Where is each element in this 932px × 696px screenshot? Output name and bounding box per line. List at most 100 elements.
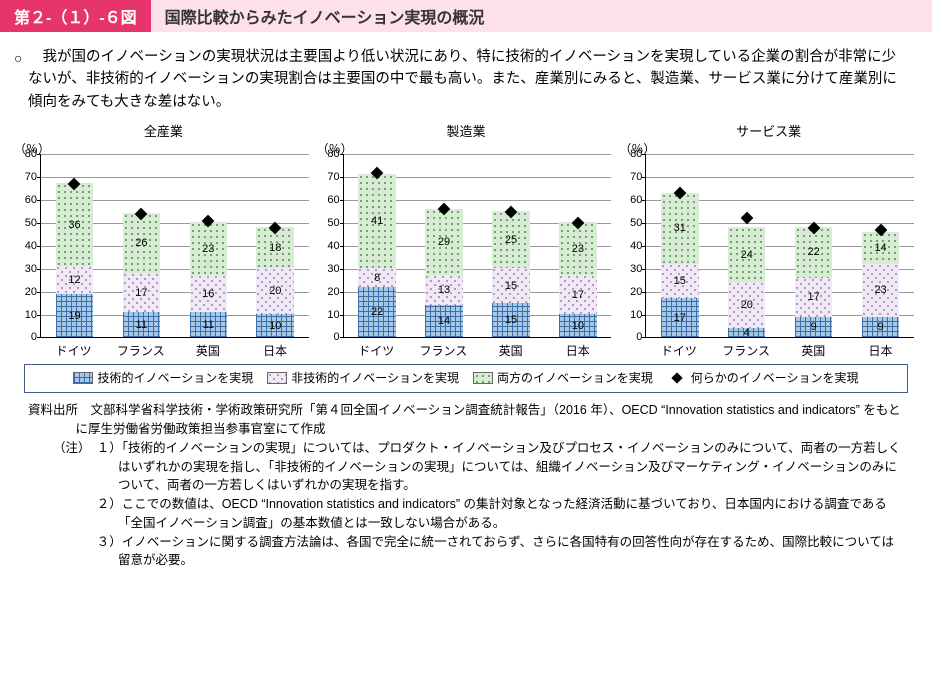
y-tick-label: 70 [320, 171, 340, 183]
bar-value-label: 15 [505, 314, 517, 326]
chart-panel: 全産業（％）0102030405060708036121926171123161… [14, 121, 313, 360]
bar-segment-non_tech: 15 [661, 264, 698, 299]
source-label: 資料出所 [28, 403, 78, 417]
bar-stack: 311517 [661, 193, 698, 338]
x-axis-label: 日本 [544, 340, 611, 360]
y-tick-label: 0 [622, 331, 642, 343]
bar-segment-non_tech: 12 [56, 266, 93, 294]
bar-segment-both: 23 [559, 222, 596, 275]
chart-panel: 製造業（％）0102030405060708041822291314251515… [317, 121, 616, 360]
bar-value-label: 17 [572, 289, 584, 301]
y-tick-label: 20 [17, 286, 37, 298]
bar-segment-both: 24 [728, 227, 765, 282]
plot-region: 0102030405060708041822291314251515231710 [343, 154, 612, 338]
bar-segment-non_tech: 20 [256, 268, 293, 314]
y-tick-label: 40 [17, 240, 37, 252]
legend-swatch-tech [73, 372, 93, 384]
bar-slot: 23 17 10 [544, 154, 611, 337]
bar-value-label: 23 [202, 243, 214, 255]
bar-segment-both: 26 [123, 213, 160, 273]
bar-segment-non_tech: 16 [190, 275, 227, 312]
chart-panel: サービス業（％）01020304050607080311517242042217… [619, 121, 918, 360]
bar-segment-tech: 22 [358, 287, 395, 338]
bar-value-label: 20 [269, 285, 281, 297]
bar-value-label: 14 [874, 242, 886, 254]
bar-segment-both: 25 [492, 211, 529, 269]
bar-segment-tech: 10 [256, 314, 293, 337]
y-tick-label: 10 [17, 309, 37, 321]
bars-container: 361219261711231611182010 [41, 154, 309, 337]
bars-container: 311517 24204 22 17 914 23 9 [646, 154, 914, 337]
bar-segment-both: 31 [661, 193, 698, 264]
bar-value-label: 11 [203, 319, 214, 331]
chart-area: （％）0102030405060708036121926171123161118… [14, 142, 313, 360]
bar-segment-non_tech: 20 [728, 282, 765, 328]
y-tick-label: 60 [17, 194, 37, 206]
bar-segment-tech: 14 [425, 305, 462, 337]
bar-segment-tech: 15 [492, 303, 529, 338]
x-axis-label: ドイツ [343, 340, 410, 360]
y-tick-label: 60 [622, 194, 642, 206]
x-axis-label: ドイツ [40, 340, 107, 360]
bar-segment-tech: 19 [56, 294, 93, 338]
x-axis-label: ドイツ [645, 340, 712, 360]
y-tick-label: 80 [320, 148, 340, 160]
bar-segment-non_tech: 17 [559, 275, 596, 314]
bar-value-label: 29 [438, 236, 450, 248]
summary-text: 我が国のイノベーションの実現状況は主要国より低い状況にあり、特に技術的イノベーシ… [28, 49, 897, 110]
bar-value-label: 12 [68, 274, 80, 286]
y-tick-label: 40 [622, 240, 642, 252]
x-axis-labels: ドイツフランス英国日本 [343, 340, 612, 360]
bar-slot: 18 20 10 [242, 154, 309, 337]
bar-segment-non_tech: 15 [492, 268, 529, 303]
bar-value-label: 26 [135, 237, 147, 249]
bar-value-label: 9 [878, 321, 884, 333]
bar-segment-non_tech: 17 [123, 273, 160, 312]
bar-segment-both: 41 [358, 174, 395, 268]
bar-slot: 311517 [646, 154, 713, 337]
summary-paragraph: ○ 我が国のイノベーションの実現状況は主要国より低い状況にあり、特に技術的イノベ… [0, 40, 932, 121]
bar-slot: 22179 [780, 154, 847, 337]
figure-number-tag: 第２-（１）-６図 [0, 0, 151, 32]
bar-segment-both: 36 [56, 183, 93, 266]
bar-stack: 26 1711 [123, 213, 160, 337]
legend-label: 何らかのイノベーションを実現 [691, 369, 859, 386]
x-axis-label: 英国 [174, 340, 241, 360]
bar-value-label: 10 [572, 320, 584, 332]
bar-stack: 18 20 10 [256, 227, 293, 337]
y-tick-label: 30 [17, 263, 37, 275]
y-tick-mark [642, 337, 646, 338]
y-tick-mark [340, 337, 344, 338]
bar-stack: 23 16 11 [190, 222, 227, 337]
bar-stack: 14 23 9 [862, 232, 899, 338]
x-axis-label: 英国 [780, 340, 847, 360]
diamond-marker-icon [740, 212, 753, 225]
bar-segment-non_tech: 8 [358, 268, 395, 286]
y-tick-label: 60 [320, 194, 340, 206]
bar-stack: 25 15 15 [492, 211, 529, 338]
chart-panel-title: 全産業 [14, 121, 313, 140]
bar-value-label: 15 [505, 280, 517, 292]
y-tick-label: 70 [622, 171, 642, 183]
source-notes-block: 資料出所 文部科学省科学技術・学術政策研究所「第４回全国イノベーション調査統計報… [0, 401, 932, 570]
bar-segment-tech: 4 [728, 328, 765, 337]
legend-swatch-both [473, 372, 493, 384]
y-tick-label: 80 [17, 148, 37, 160]
bar-value-label: 17 [808, 291, 820, 303]
y-tick-label: 50 [17, 217, 37, 229]
legend-label: 両方のイノベーションを実現 [497, 369, 653, 386]
bar-value-label: 18 [269, 242, 281, 254]
chart-area: （％）0102030405060708041822291314251515231… [317, 142, 616, 360]
bar-value-label: 10 [269, 320, 281, 332]
bars-container: 41822291314251515231710 [344, 154, 612, 337]
x-axis-labels: ドイツフランス英国日本 [645, 340, 914, 360]
x-axis-label: 英国 [477, 340, 544, 360]
y-tick-label: 50 [622, 217, 642, 229]
bar-segment-tech: 11 [123, 312, 160, 337]
bar-value-label: 23 [874, 284, 886, 296]
bar-stack: 22179 [795, 227, 832, 337]
figure-title: 国際比較からみたイノベーション実現の概況 [151, 0, 932, 32]
bar-value-label: 22 [808, 246, 820, 258]
legend-swatch-nontech [267, 372, 287, 384]
chart-area: （％）0102030405060708031151724204221791423… [619, 142, 918, 360]
